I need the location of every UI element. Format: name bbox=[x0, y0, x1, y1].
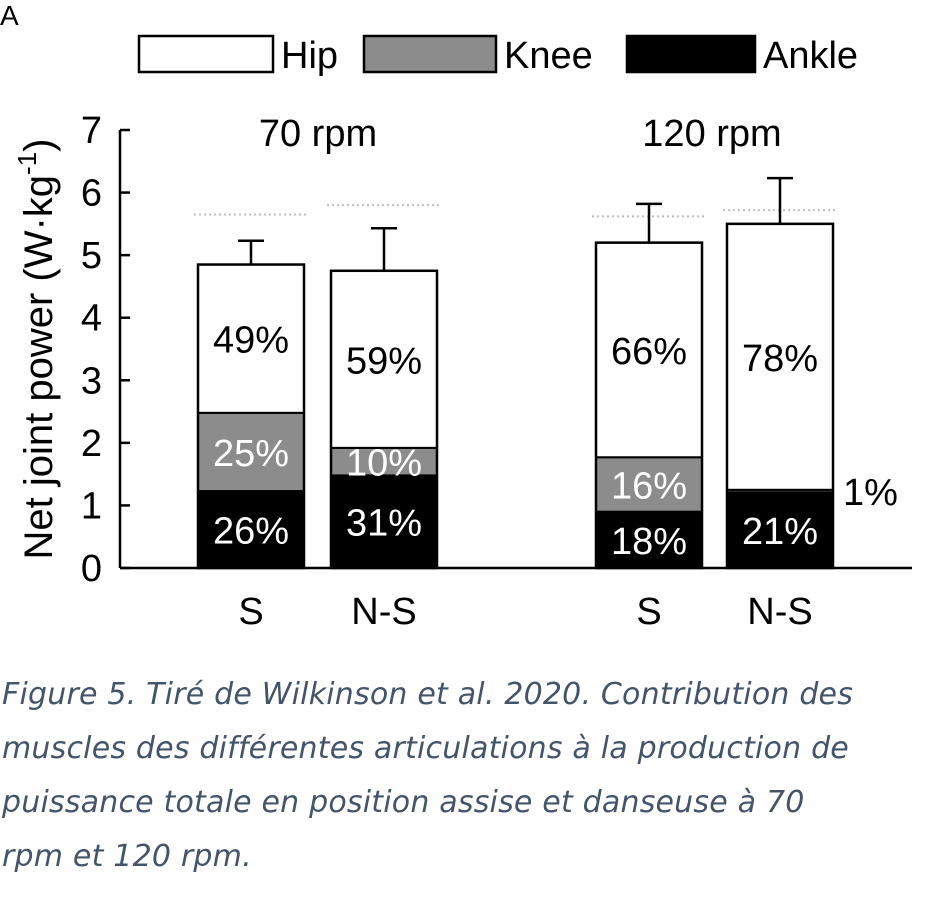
legend-label-ankle: Ankle bbox=[763, 35, 858, 77]
bar-segment-knee bbox=[197, 411, 305, 493]
caption-line: puissance totale en position assise et d… bbox=[2, 785, 805, 820]
segment-label: 18% bbox=[611, 521, 687, 563]
x-category-label: S bbox=[636, 591, 661, 633]
stacked-bar-chart: Hip Knee Ankle 0 1 2 3 4 5 6 7 Net joint power (W·… bbox=[12, 34, 912, 633]
bar-segment-hip bbox=[330, 269, 438, 449]
legend-label-knee: Knee bbox=[504, 35, 593, 77]
segment-label: 49% bbox=[213, 320, 289, 362]
segment-label: 25% bbox=[213, 433, 289, 475]
legend-swatch-hip bbox=[137, 34, 275, 74]
segment-label: 31% bbox=[346, 503, 422, 545]
x-category-label: S bbox=[238, 591, 263, 633]
segment-label: 66% bbox=[611, 331, 687, 373]
y-tick-label: 0 bbox=[81, 548, 102, 590]
bar-segment-knee bbox=[595, 456, 703, 513]
segment-label: 78% bbox=[742, 338, 818, 380]
y-tick-label: 2 bbox=[81, 423, 102, 465]
segment-label: 1% bbox=[843, 472, 898, 514]
bar-segment-ankle bbox=[197, 490, 305, 569]
segment-label: 16% bbox=[611, 465, 687, 507]
panel-letter: A bbox=[0, 0, 19, 31]
y-tick-label: 6 bbox=[81, 173, 102, 215]
bar-outline bbox=[196, 263, 306, 570]
caption-line: muscles des différentes articulations à … bbox=[2, 731, 849, 766]
x-category-label: N-S bbox=[351, 591, 416, 633]
caption-line: Figure 5. Tiré de Wilkinson et al. 2020.… bbox=[2, 677, 854, 712]
bar-outline bbox=[594, 241, 704, 570]
x-category-label: N-S bbox=[747, 591, 812, 633]
caption-line: rpm et 120 rpm. bbox=[2, 839, 252, 874]
legend-label-hip: Hip bbox=[281, 35, 338, 77]
y-tick-label: 5 bbox=[81, 235, 102, 277]
legend-swatch-knee bbox=[362, 34, 498, 74]
chart-legend: Hip Knee Ankle bbox=[137, 34, 858, 77]
bars-layer bbox=[194, 176, 835, 570]
y-axis-title: Net joint power (W·kg-1) bbox=[12, 138, 61, 559]
segment-label: 21% bbox=[742, 511, 818, 553]
bar-outline bbox=[725, 222, 835, 570]
legend-swatch-ankle bbox=[625, 34, 757, 74]
group-title: 120 rpm bbox=[642, 113, 781, 155]
segment-label: 26% bbox=[213, 511, 289, 553]
labels-layer: 70 rpm 26% 25% 49% S 31% 10% 59% N-S 120 rpm 18% 16… bbox=[213, 113, 898, 633]
bar-segment-ankle bbox=[726, 491, 834, 569]
bar-segment-hip bbox=[197, 263, 305, 414]
y-tick-label: 4 bbox=[81, 298, 102, 340]
bar-segment-hip bbox=[595, 241, 703, 459]
y-tick-label: 7 bbox=[81, 110, 102, 152]
y-tick-label: 1 bbox=[81, 485, 102, 527]
bar-outline bbox=[329, 269, 439, 570]
figure-caption: Figure 5. Tiré de Wilkinson et al. 2020.… bbox=[2, 668, 932, 884]
y-tick-label: 3 bbox=[81, 360, 102, 402]
segment-label: 59% bbox=[346, 340, 422, 382]
y-axis: 0 1 2 3 4 5 6 7 Net joint power (W·kg-1) bbox=[12, 110, 912, 590]
segment-label: 10% bbox=[346, 443, 422, 485]
group-title: 70 rpm bbox=[259, 113, 377, 155]
